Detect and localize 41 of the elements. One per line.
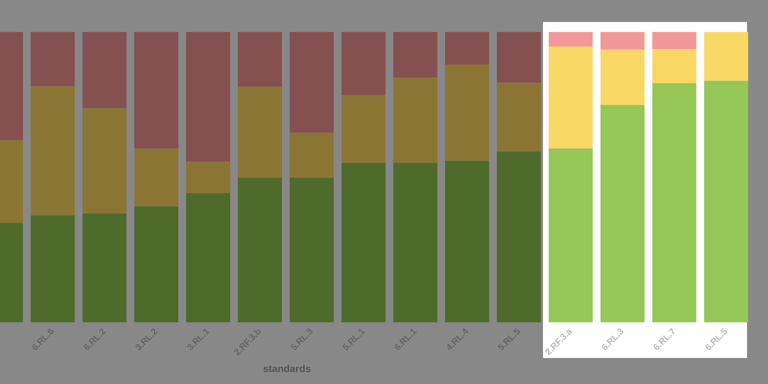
- bar: [30, 32, 75, 86]
- bar: [290, 32, 334, 133]
- bar: [290, 178, 334, 322]
- bar: [496, 32, 541, 83]
- bar: [290, 132, 334, 178]
- bar: [496, 152, 541, 322]
- bar: [652, 83, 696, 322]
- bar: [445, 32, 490, 65]
- bar: [238, 86, 282, 178]
- bar: [134, 148, 178, 206]
- bar: [445, 160, 490, 322]
- bar: [548, 32, 593, 47]
- bar: [134, 206, 178, 322]
- bar: [186, 32, 230, 162]
- bar: [82, 108, 127, 214]
- bar: [30, 215, 75, 322]
- bar: [548, 46, 593, 148]
- bar: [82, 213, 127, 322]
- bar: [186, 162, 230, 194]
- bar: [186, 193, 230, 322]
- bar: [82, 32, 127, 108]
- bar: [652, 49, 696, 84]
- bar: [496, 82, 541, 152]
- bar: [600, 32, 645, 50]
- bar: [30, 86, 75, 216]
- bar: [393, 32, 438, 78]
- bar: [393, 162, 438, 322]
- bar: [600, 50, 645, 105]
- bar: [134, 32, 178, 148]
- bar: [548, 148, 593, 322]
- bar: [704, 80, 748, 322]
- bar: [341, 95, 386, 163]
- bar: [704, 32, 748, 81]
- bar: [600, 104, 645, 322]
- bar: [652, 32, 696, 50]
- bar: [238, 178, 282, 322]
- bar: [238, 32, 282, 87]
- bar: [341, 32, 386, 96]
- bar: [341, 162, 386, 322]
- bar: [445, 64, 490, 161]
- bar: [393, 78, 438, 163]
